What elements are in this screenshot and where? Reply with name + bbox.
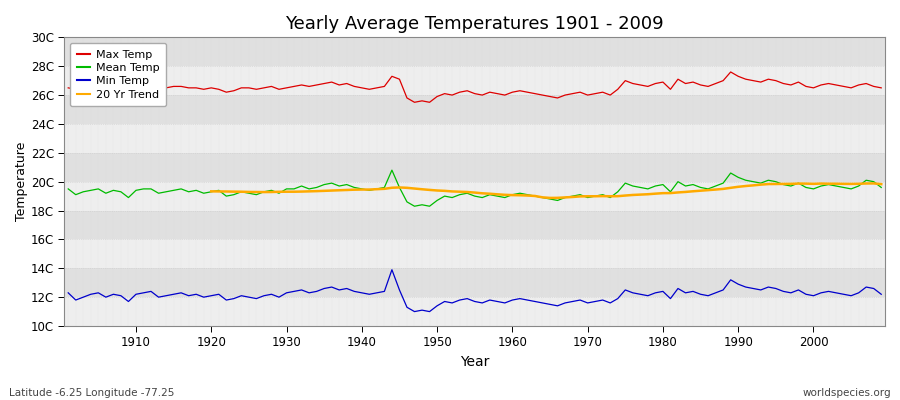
Bar xyxy=(65,124,885,153)
Bar xyxy=(65,66,885,95)
Legend: Max Temp, Mean Temp, Min Temp, 20 Yr Trend: Max Temp, Mean Temp, Min Temp, 20 Yr Tre… xyxy=(70,43,166,106)
Y-axis label: Temperature: Temperature xyxy=(15,142,28,221)
Bar xyxy=(65,240,885,268)
X-axis label: Year: Year xyxy=(460,355,490,369)
Bar xyxy=(65,182,885,210)
Bar xyxy=(65,153,885,182)
Bar xyxy=(65,297,885,326)
Bar xyxy=(65,37,885,66)
Bar xyxy=(65,210,885,240)
Text: worldspecies.org: worldspecies.org xyxy=(803,388,891,398)
Title: Yearly Average Temperatures 1901 - 2009: Yearly Average Temperatures 1901 - 2009 xyxy=(285,15,664,33)
Text: Latitude -6.25 Longitude -77.25: Latitude -6.25 Longitude -77.25 xyxy=(9,388,175,398)
Bar xyxy=(65,95,885,124)
Bar xyxy=(65,268,885,297)
